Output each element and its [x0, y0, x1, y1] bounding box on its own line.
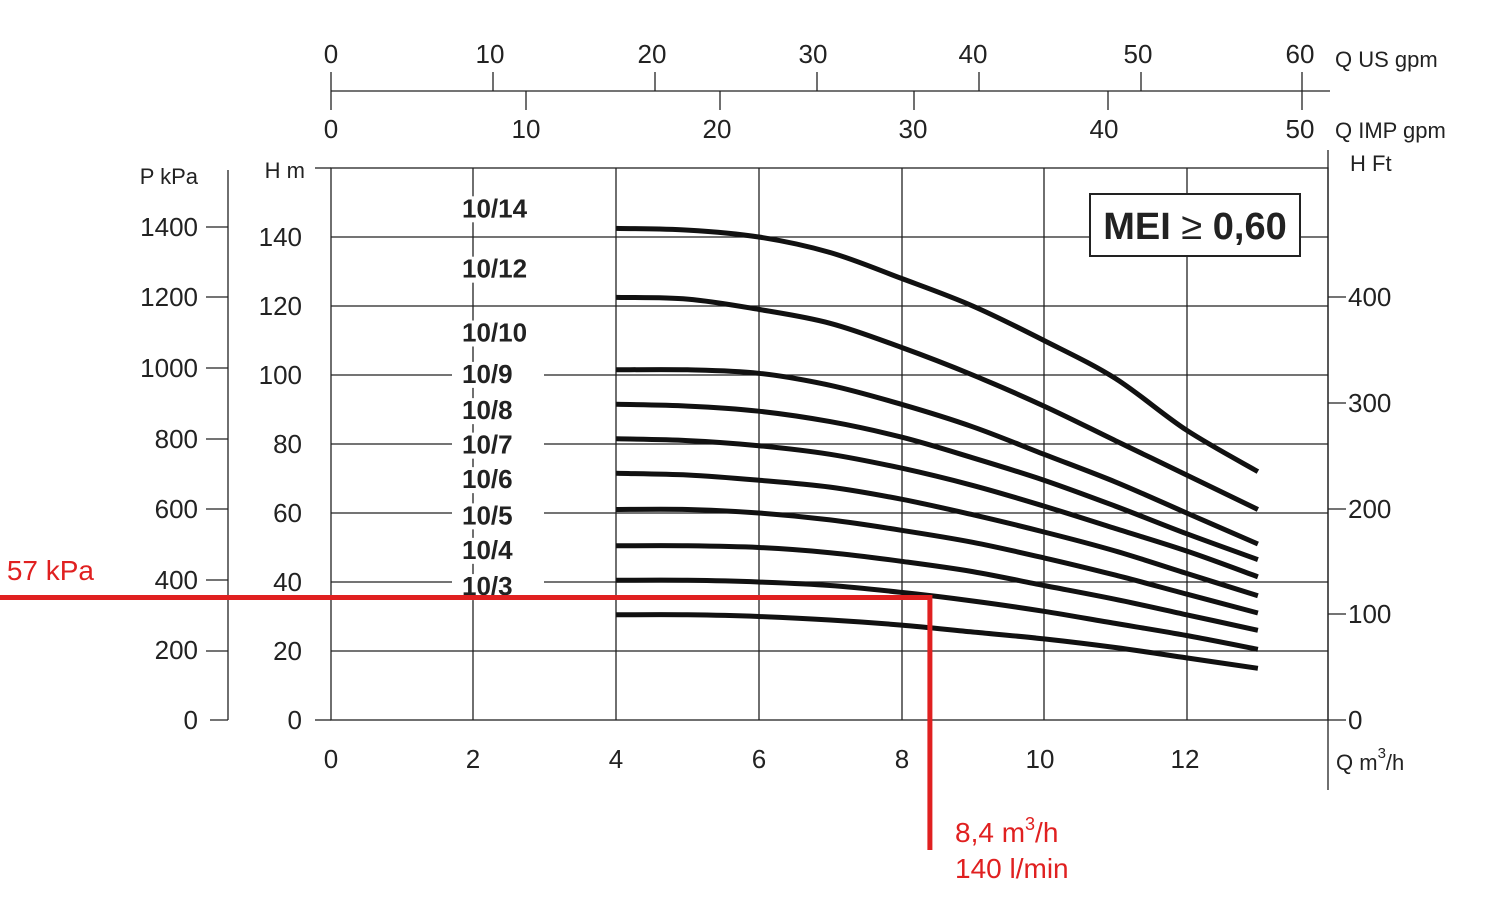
series-line-10-12 [616, 294, 1259, 512]
x-tick: 8 [895, 744, 909, 774]
series-line-10-8 [616, 436, 1259, 580]
h-m-label: H m [265, 158, 305, 183]
p-tick: 400 [155, 565, 198, 595]
usgpm-tick: 30 [799, 39, 828, 69]
mei-text: MEI ≥ 0,60 [1103, 206, 1287, 248]
series-labels: 10/1410/1210/1010/910/810/710/610/510/41… [462, 193, 528, 601]
usgpm-tick: 50 [1124, 39, 1153, 69]
impgpm-tick: 0 [324, 114, 338, 144]
flow-annotation: 8,4 m3/h [955, 814, 1058, 848]
series-label-bg [452, 537, 544, 564]
h-tick: 140 [259, 222, 302, 252]
x-axis-ticks: 0 2 4 6 8 10 12 Q m3/h [324, 744, 1405, 775]
impgpm-label: Q IMP gpm [1335, 118, 1446, 143]
usgpm-tick: 60 [1286, 39, 1315, 69]
series-label-bg [452, 467, 544, 494]
impgpm-tick: 10 [512, 114, 541, 144]
mei-badge: MEI ≥ 0,60 [1089, 193, 1301, 257]
x-axis-label: Q m3/h [1336, 745, 1404, 775]
h-tick: 80 [273, 429, 302, 459]
x-tick: 4 [609, 744, 623, 774]
h-tick: 40 [273, 567, 302, 597]
p-tick: 1400 [140, 212, 198, 242]
p-tick: 0 [184, 705, 198, 735]
flow-annotation-lpm: 140 l/min [955, 853, 1069, 884]
pump-curves [616, 225, 1260, 671]
h-ft-label: H Ft [1350, 151, 1392, 176]
x-tick: 10 [1026, 744, 1055, 774]
operating-point-annotation: 57 kPa 8,4 m3/h 140 l/min [0, 555, 1069, 884]
p-tick: 800 [155, 424, 198, 454]
series-label: 10/6 [462, 464, 513, 494]
series-line-10-9 [616, 401, 1259, 562]
series-line-10-4 [616, 577, 1259, 652]
usgpm-tick: 20 [638, 39, 667, 69]
usgpm-label: Q US gpm [1335, 47, 1438, 72]
series-line-10-5 [616, 543, 1259, 633]
p-kpa-axis: P kPa 0 200 400 600 800 1000 1200 1400 [140, 164, 199, 735]
series-line-10-3 [616, 612, 1259, 671]
usgpm-tick: 10 [476, 39, 505, 69]
series-label: 10/4 [462, 535, 513, 565]
series-label-bg [452, 256, 544, 283]
impgpm-tick: 30 [899, 114, 928, 144]
series-label-backgrounds [452, 196, 544, 601]
series-label-bg [452, 361, 544, 388]
ft-tick: 200 [1348, 494, 1391, 524]
operating-point-line [0, 595, 933, 850]
ft-tick: 100 [1348, 599, 1391, 629]
series-label: 10/10 [462, 318, 527, 348]
p-tick: 600 [155, 494, 198, 524]
series-label-bg [452, 196, 544, 223]
h-tick: 60 [273, 498, 302, 528]
impgpm-tick: 50 [1286, 114, 1315, 144]
series-line-10-14 [616, 225, 1260, 474]
usgpm-tick: 0 [324, 39, 338, 69]
h-ft-axis: H Ft 0 100 200 300 400 [1348, 151, 1392, 735]
series-label-bg [452, 398, 544, 425]
series-label: 10/9 [462, 359, 513, 389]
x-tick: 0 [324, 744, 338, 774]
series-label: 10/7 [462, 430, 513, 460]
p-tick: 1000 [140, 353, 198, 383]
series-label: 10/5 [462, 500, 513, 530]
series-label: 10/14 [462, 193, 528, 223]
top-axes: 0 10 20 30 40 50 60 Q US gpm 0 10 20 30 … [324, 39, 1446, 144]
p-tick: 1200 [140, 282, 198, 312]
ft-tick: 300 [1348, 388, 1391, 418]
impgpm-tick: 40 [1090, 114, 1119, 144]
h-m-axis: H m 0 20 40 60 80 100 120 140 [259, 158, 305, 735]
series-label: 10/12 [462, 254, 527, 284]
x-tick: 12 [1171, 744, 1200, 774]
h-tick: 120 [259, 291, 302, 321]
usgpm-tick: 40 [959, 39, 988, 69]
series-label-bg [452, 432, 544, 459]
ft-tick: 0 [1348, 705, 1362, 735]
impgpm-tick: 20 [703, 114, 732, 144]
h-tick: 20 [273, 636, 302, 666]
pressure-annotation: 57 kPa [7, 555, 95, 586]
series-line-10-6 [616, 506, 1259, 616]
series-line-10-10 [616, 367, 1259, 547]
ft-tick: 400 [1348, 282, 1391, 312]
series-line-10-7 [616, 470, 1259, 599]
p-tick: 200 [155, 635, 198, 665]
series-label: 10/8 [462, 395, 513, 425]
p-kpa-label: P kPa [140, 164, 199, 189]
x-tick: 2 [466, 744, 480, 774]
series-label-bg [452, 320, 544, 347]
h-tick: 100 [259, 360, 302, 390]
h-tick: 0 [288, 705, 302, 735]
series-label-bg [452, 503, 544, 530]
x-tick: 6 [752, 744, 766, 774]
plot-grid [206, 72, 1346, 790]
